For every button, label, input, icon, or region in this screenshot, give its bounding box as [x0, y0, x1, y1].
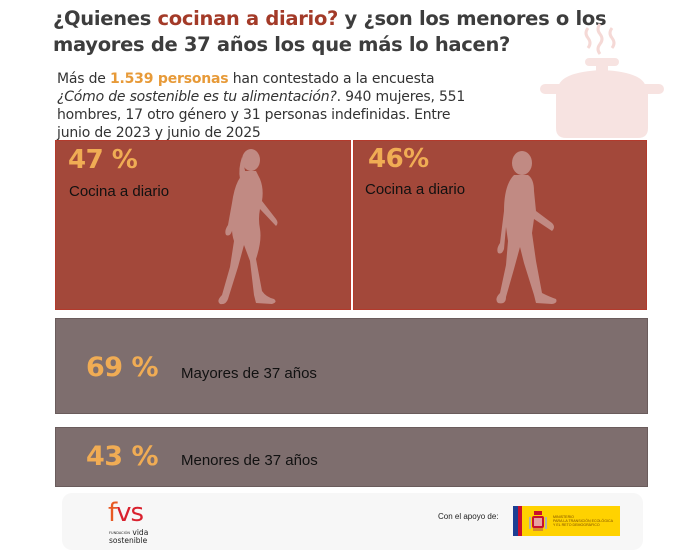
logo-f: f — [108, 498, 117, 528]
man-walking-icon — [496, 151, 557, 304]
logo-sostenible: sostenible — [109, 536, 148, 545]
cooking-pot-icon — [540, 23, 664, 138]
ministry-logo: MINISTERIO PARA LA TRANSICIÓN ECOLÓGICA Y … — [513, 506, 620, 536]
woman-walking-icon — [218, 149, 278, 305]
men-percent: 46% — [368, 144, 429, 174]
coat-of-arms-icon — [529, 511, 547, 531]
older-percent: 69 % — [86, 352, 159, 383]
intro-text-suffix: . 940 mujeres, 551 hombres, 17 otro géne… — [57, 89, 466, 141]
men-stat-card: 46% Cocina a diario — [353, 140, 647, 310]
spain-flag-yellow — [522, 512, 525, 530]
support-label: Con el apoyo de: — [438, 512, 499, 521]
survey-name: ¿Cómo de sostenible es tu alimentación? — [57, 89, 337, 105]
title-highlight: cocinan a diario? — [157, 7, 339, 30]
younger-label: Menores de 37 años — [181, 452, 318, 469]
women-stat-card: 47 % Cocina a diario — [55, 140, 351, 310]
intro-paragraph: Más de 1.539 personas han contestado a l… — [57, 70, 477, 142]
older-label: Mayores de 37 años — [181, 365, 317, 382]
older-stat-card: 69 % Mayores de 37 años — [55, 318, 648, 414]
fvs-logo: fvs FUNDACIÓN vida sostenible — [108, 500, 168, 550]
logo-vida: vida — [132, 528, 149, 537]
women-percent: 47 % — [68, 145, 138, 175]
title-text: ¿Quienes — [53, 7, 158, 30]
spain-flag-red — [518, 506, 522, 536]
younger-stat-card: 43 % Menores de 37 años — [55, 427, 648, 487]
logo-fundacion: FUNDACIÓN — [109, 531, 131, 535]
title-text-rest: y ¿son los menores o los mayores de 37 a… — [53, 7, 607, 56]
respondent-count: 1.539 personas — [109, 71, 229, 87]
intro-text: Más de — [57, 71, 110, 87]
men-label: Cocina a diario — [365, 181, 466, 198]
women-label: Cocina a diario — [69, 183, 170, 200]
ministry-line2: PARA LA TRANSICIÓN ECOLÓGICA — [553, 519, 613, 524]
intro-text-middle: han contestado a la encuesta — [228, 71, 435, 87]
younger-percent: 43 % — [86, 441, 159, 472]
eu-flag-stripe — [513, 506, 518, 536]
page-title: ¿Quienes cocinan a diario? y ¿son los me… — [53, 6, 673, 58]
logo-vs: vs — [116, 498, 144, 528]
ministry-line1: MINISTERIO — [553, 515, 574, 519]
ministry-line3: Y EL RETO DEMOGRÁFICO — [553, 523, 600, 528]
